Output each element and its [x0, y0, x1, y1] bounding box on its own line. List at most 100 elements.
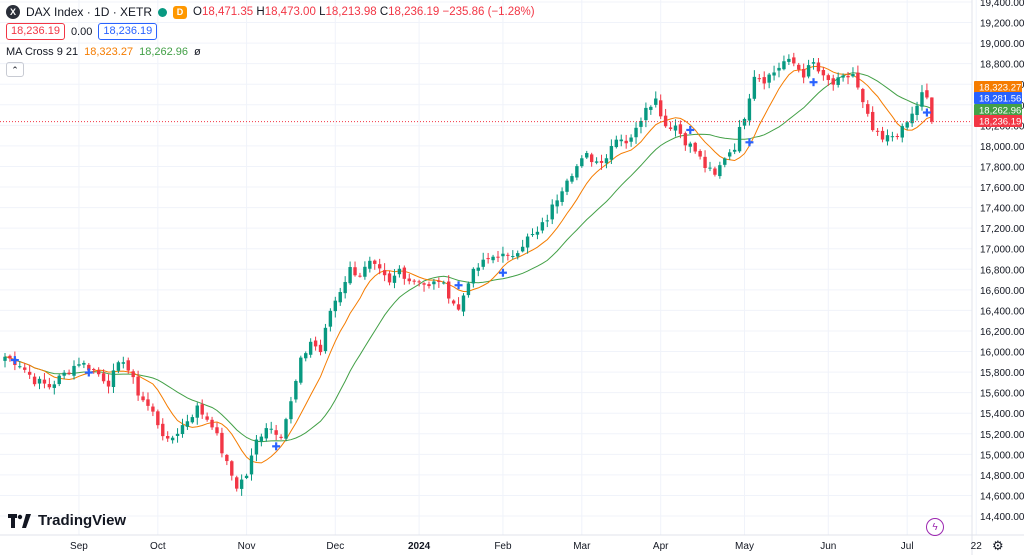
candle-body [856, 72, 860, 88]
candle-body [866, 104, 870, 114]
candle-body [437, 280, 441, 282]
candle-body [294, 381, 298, 400]
candle-body [663, 115, 668, 127]
collapse-legend-icon[interactable]: ⌃ [6, 62, 24, 77]
candle-body [126, 360, 130, 371]
candle-body [180, 425, 185, 435]
candle-body [555, 200, 559, 207]
candle-body [880, 130, 885, 140]
fast-ma-line [4, 65, 932, 464]
candle-body [161, 423, 165, 437]
candle-body [27, 371, 32, 375]
price-tick-label: 17,000.00 [980, 245, 1024, 256]
gear-icon[interactable]: ⚙ [992, 538, 1004, 553]
candle-body [885, 135, 890, 142]
candle-body [42, 379, 47, 384]
time-tick-label: Mar [573, 541, 591, 552]
candle-body [703, 156, 707, 168]
indicator-legend[interactable]: MA Cross 9 21 18,323.27 18,262.96 ø [6, 44, 535, 60]
sell-button[interactable]: 18,236.19 [6, 23, 65, 40]
price-tick-label: 14,800.00 [980, 471, 1024, 482]
candle-body [816, 62, 821, 72]
candle-body [639, 121, 643, 127]
candle-body [599, 160, 604, 163]
candle-body [92, 369, 96, 371]
candle-body [673, 125, 678, 131]
price-tag-last [974, 115, 1022, 127]
candle-body [678, 124, 683, 134]
candle-body [328, 310, 333, 327]
candle-body [77, 364, 81, 366]
price-change: −235.86 (−1.28%) [442, 6, 535, 18]
candle-body [806, 65, 811, 77]
candle-body [195, 405, 199, 418]
price-tick-label: 15,200.00 [980, 430, 1024, 441]
candle-body [82, 362, 86, 365]
candle-body [713, 168, 717, 175]
candle-body [259, 436, 264, 442]
candle-body [732, 149, 737, 152]
candle-body [111, 370, 116, 388]
lightning-icon[interactable]: ϟ [926, 518, 944, 536]
candle-body [481, 259, 485, 267]
price-tick-label: 17,800.00 [980, 162, 1024, 173]
candle-body [545, 220, 549, 222]
candle-body [693, 142, 697, 152]
candle-body [535, 231, 540, 235]
candle-body [930, 97, 934, 122]
delayed-data-badge[interactable]: D [173, 5, 188, 19]
candle-body [323, 327, 328, 352]
candle-body [284, 419, 288, 439]
candle-body [683, 133, 688, 146]
price-tag-label: 18,281.56 [979, 94, 1021, 105]
candle-body [422, 283, 426, 285]
candle-body [471, 268, 476, 284]
candle-body [875, 130, 880, 132]
candle-body [23, 367, 27, 370]
candle-body [580, 158, 584, 167]
indicator-slow-value: 18,262.96 [139, 46, 189, 58]
candle-body [67, 372, 71, 374]
candle-body [486, 258, 490, 260]
candle-body [368, 260, 372, 269]
candle-body [62, 372, 66, 376]
indicator-suffix: ø [194, 46, 201, 58]
candle-body [767, 74, 771, 83]
candle-body [920, 92, 924, 107]
symbol-title[interactable]: DAX Index · 1D · XETR [26, 5, 153, 19]
ma-cross-marker [745, 138, 754, 147]
price-tick-label: 14,400.00 [980, 512, 1024, 523]
price-tick-label: 18,000.00 [980, 142, 1024, 153]
candle-body [570, 176, 574, 182]
candle-body [333, 300, 338, 312]
candle-body [801, 68, 806, 78]
candle-body [634, 127, 638, 138]
candle-body [57, 375, 61, 385]
candle-body [782, 61, 786, 70]
candle-body [461, 295, 466, 312]
price-tick-label: 15,800.00 [980, 368, 1024, 379]
candle-body [619, 139, 623, 142]
candle-body [737, 126, 742, 152]
candle-body [121, 362, 126, 364]
buy-button[interactable]: 18,236.19 [98, 23, 158, 40]
candle-body [575, 166, 579, 178]
candle-body [32, 376, 37, 385]
candle-body [846, 75, 850, 78]
candle-body [190, 417, 195, 423]
ma-cross-marker [454, 281, 463, 290]
candle-body [264, 428, 268, 439]
indicator-name: MA Cross 9 21 [6, 46, 79, 58]
candle-body [585, 153, 589, 158]
candle-body [244, 475, 249, 479]
time-tick-label: May [735, 541, 754, 552]
candle-body [747, 98, 752, 121]
time-tick-label: Dec [326, 541, 344, 552]
candle-body [797, 64, 801, 70]
time-tick-label: 22 [971, 541, 983, 552]
candle-body [373, 260, 377, 264]
candle-body [96, 370, 101, 375]
candle-body [151, 406, 155, 412]
candle-body [358, 275, 362, 277]
